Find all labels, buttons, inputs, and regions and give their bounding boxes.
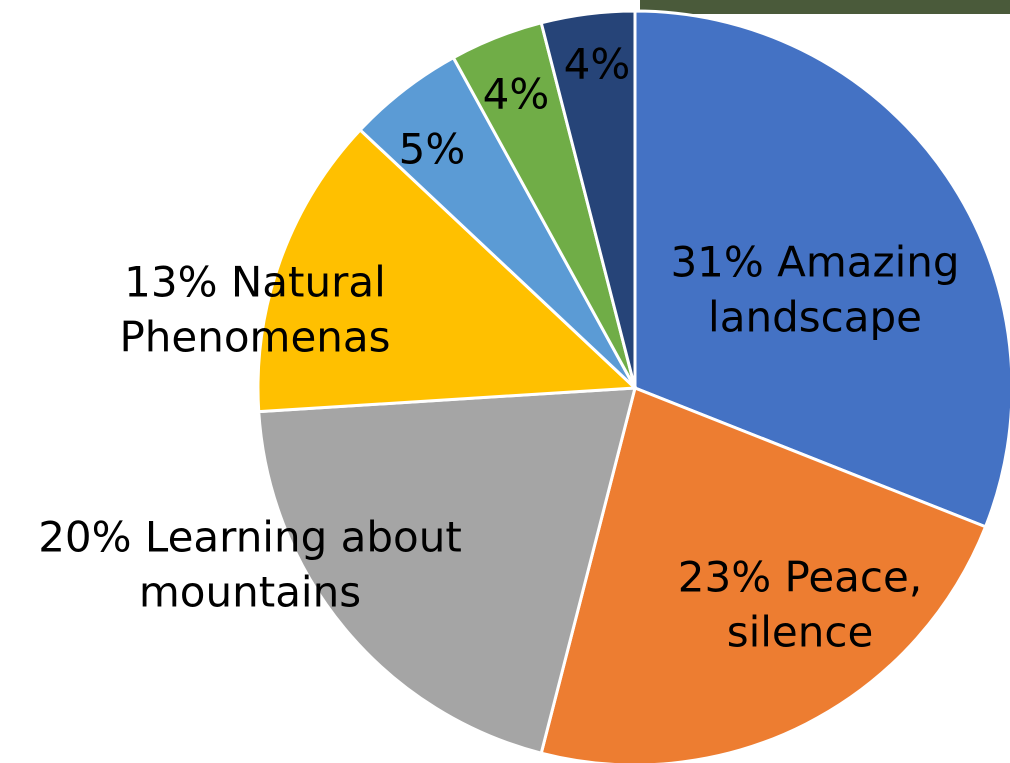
- data-label: 13% Natural Phenomenas: [90, 255, 420, 364]
- value-label: 20%: [38, 512, 131, 561]
- category-label: Learning about mountains: [139, 512, 462, 616]
- data-label: 20% Learning about mountains: [10, 510, 490, 619]
- value-label: 31%: [670, 237, 763, 286]
- value-label: 13%: [124, 257, 217, 306]
- data-label: 5%: [399, 123, 466, 178]
- value-label: 4%: [564, 40, 631, 89]
- chart: 31% Amazing landscape23% Peace, silence2…: [0, 0, 1010, 763]
- value-label: 5%: [399, 125, 466, 174]
- data-label: 4%: [564, 38, 631, 93]
- data-label: 4%: [483, 68, 550, 123]
- photo-edge: [640, 0, 1010, 14]
- value-label: 23%: [678, 552, 771, 601]
- value-label: 4%: [483, 70, 550, 119]
- data-label: 23% Peace, silence: [650, 550, 950, 659]
- data-label: 31% Amazing landscape: [650, 235, 980, 344]
